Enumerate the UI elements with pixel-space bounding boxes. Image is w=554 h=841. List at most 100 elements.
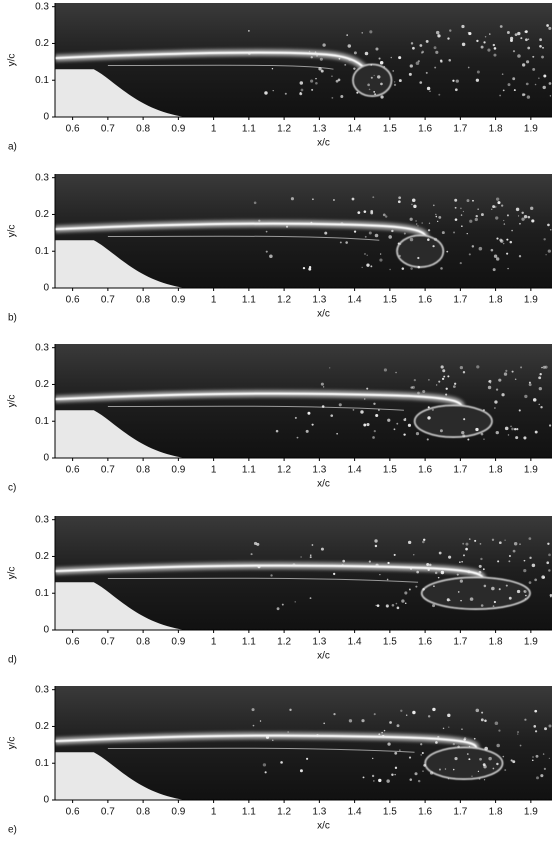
x-axis-label: x/c <box>317 138 330 149</box>
particle <box>433 585 435 587</box>
particle <box>490 248 494 252</box>
particle <box>508 554 511 557</box>
particle <box>367 83 370 87</box>
particle <box>520 37 523 40</box>
particle <box>299 81 304 85</box>
x-tick-label: 1 <box>211 807 217 818</box>
particle <box>538 77 540 80</box>
particle <box>548 553 551 557</box>
particle <box>285 225 289 228</box>
particle <box>409 778 413 781</box>
particle <box>322 386 325 388</box>
particle <box>504 769 507 772</box>
particle <box>503 223 506 225</box>
particle <box>396 724 400 728</box>
x-tick-label: 1.4 <box>348 465 362 476</box>
particle <box>480 213 484 217</box>
particle <box>393 553 396 556</box>
particle <box>387 561 390 565</box>
particle <box>432 604 436 608</box>
x-tick-label: 1.6 <box>418 124 432 135</box>
particle <box>544 365 548 369</box>
particle <box>394 751 398 755</box>
particle <box>386 606 389 608</box>
particle <box>545 254 547 256</box>
particle <box>275 429 279 433</box>
particle <box>467 570 471 574</box>
particle <box>311 423 314 426</box>
particle <box>344 63 347 66</box>
particle <box>519 543 521 545</box>
particle <box>477 770 480 773</box>
particle <box>506 238 509 241</box>
particle <box>329 367 331 369</box>
particle <box>517 31 521 36</box>
particle <box>546 24 549 27</box>
particle <box>428 222 431 224</box>
x-tick-label: 1.4 <box>348 637 362 648</box>
particle <box>437 220 439 223</box>
particle <box>413 204 417 209</box>
particle <box>480 718 484 722</box>
panel-label: b) <box>8 313 17 324</box>
particle <box>483 764 487 769</box>
particle <box>454 198 458 202</box>
particle <box>256 542 260 546</box>
particle <box>495 430 499 435</box>
particle <box>316 54 318 57</box>
particle <box>370 64 372 66</box>
particle <box>357 211 361 215</box>
particle <box>492 205 495 208</box>
particle <box>523 559 526 562</box>
particle <box>509 240 513 244</box>
x-tick-label: 1.5 <box>383 637 397 648</box>
particle <box>320 382 324 386</box>
particle <box>376 604 380 607</box>
particle <box>487 385 492 390</box>
x-tick-label: 1.5 <box>383 124 397 135</box>
particle <box>524 394 528 399</box>
particle <box>534 578 537 582</box>
particle <box>338 57 341 60</box>
particle <box>417 60 420 63</box>
particle <box>491 586 495 591</box>
particle <box>528 581 532 584</box>
particle <box>548 757 551 760</box>
particle <box>434 66 437 69</box>
particle <box>333 713 336 716</box>
particle <box>452 742 455 746</box>
particle <box>353 51 357 55</box>
y-tick-label: 0.1 <box>35 75 49 86</box>
particle <box>482 568 485 571</box>
particle <box>422 588 425 591</box>
particle <box>409 237 414 242</box>
particle <box>375 604 377 607</box>
particle <box>549 95 552 97</box>
particle <box>410 267 413 270</box>
particle <box>547 249 551 253</box>
particle <box>469 597 474 601</box>
particle <box>383 66 385 68</box>
particle <box>433 46 437 50</box>
particle <box>320 69 324 73</box>
particle <box>385 215 388 218</box>
particle <box>401 267 405 270</box>
particle <box>409 64 413 68</box>
particle <box>379 573 381 576</box>
x-tick-label: 1.5 <box>383 295 397 306</box>
particle <box>457 745 460 749</box>
particle <box>405 714 408 716</box>
particle <box>543 74 547 78</box>
particle <box>395 602 398 605</box>
particle <box>433 204 435 207</box>
airfoil <box>55 240 186 288</box>
airfoil <box>55 410 186 458</box>
particle <box>379 61 384 65</box>
particle <box>498 729 501 732</box>
particle <box>532 55 535 58</box>
particle <box>419 81 423 84</box>
particle <box>484 719 487 722</box>
particle <box>540 774 544 778</box>
vortex <box>396 234 445 268</box>
x-tick-label: 0.7 <box>101 124 115 135</box>
